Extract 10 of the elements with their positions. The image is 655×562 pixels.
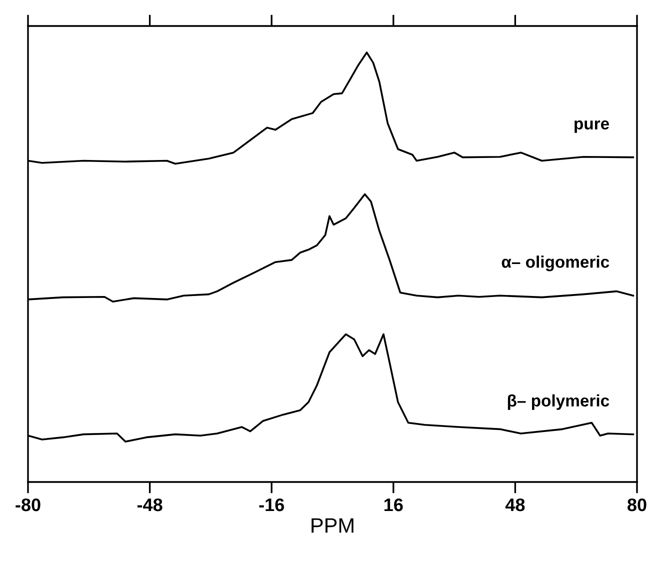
x-tick-label: -48 (137, 498, 162, 512)
x-tick-label: -80 (16, 498, 40, 512)
x-tick-label: 80 (628, 498, 646, 512)
series-label: pure (574, 120, 610, 133)
series-label: β– polymeric (508, 394, 610, 410)
x-tick-label: 16 (384, 498, 403, 512)
x-axis-title: PPM (312, 518, 354, 533)
x-tick-label: 48 (505, 498, 525, 512)
x-tick-label: -16 (259, 498, 284, 512)
series-label: α– oligomeric (502, 256, 610, 272)
